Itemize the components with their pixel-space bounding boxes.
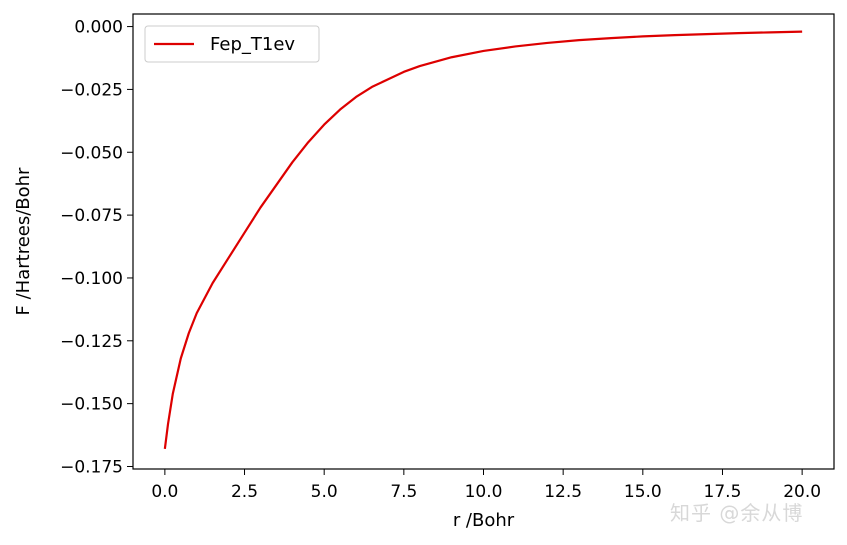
x-tick-label: 5.0 (311, 482, 338, 502)
y-tick-label: 0.000 (74, 18, 123, 38)
y-tick-label: −0.075 (60, 206, 123, 226)
y-tick-label: −0.175 (60, 457, 123, 477)
watermark: 知乎 @余从博 (670, 501, 804, 525)
legend-label: Fep_T1ev (210, 34, 295, 55)
x-tick-label: 10.0 (465, 482, 503, 502)
x-tick-label: 17.5 (704, 482, 742, 502)
x-axis-label: r /Bohr (453, 510, 515, 531)
legend-box (144, 25, 320, 63)
x-tick-label: 20.0 (783, 482, 821, 502)
ticks-layer: 0.0 2.5 5.0 7.5 10.0 12.5 15.0 17.5 20.0 0.000 −0.… (60, 18, 821, 502)
x-tick-label: 7.5 (390, 482, 417, 502)
series-line (163, 30, 803, 450)
y-tick-label: −0.100 (60, 269, 123, 289)
x-tick-label: 15.0 (624, 482, 662, 502)
y-tick-label: −0.150 (60, 395, 123, 415)
y-tick-label: −0.050 (60, 143, 123, 163)
y-tick-label: −0.025 (60, 80, 123, 100)
x-tick-label: 2.5 (231, 482, 258, 502)
y-axis-label: F /Hartrees/Bohr (13, 167, 34, 316)
legend: Fep_T1ev (144, 25, 320, 63)
x-tick-label: 12.5 (544, 482, 582, 502)
plot-layer (163, 30, 803, 450)
y-tick-label: −0.125 (60, 332, 123, 352)
x-tick-label: 0.0 (151, 482, 178, 502)
